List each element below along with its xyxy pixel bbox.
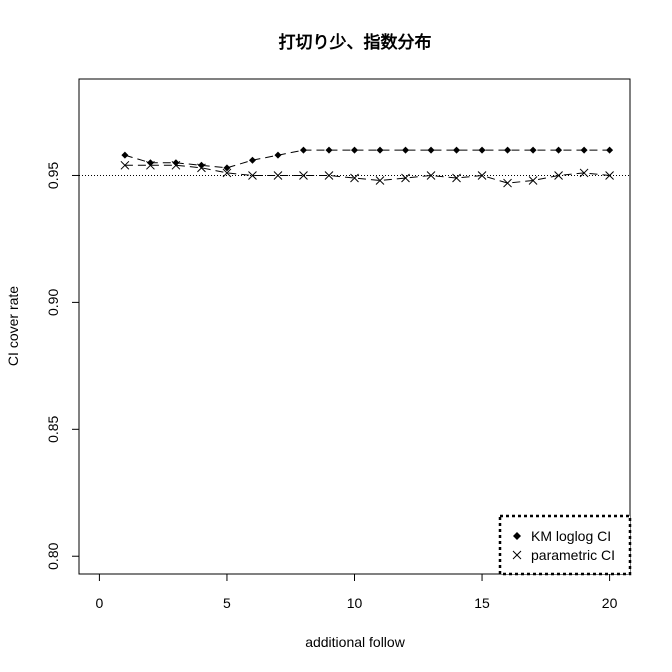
data-point-km-loglog-ci bbox=[274, 151, 282, 159]
data-point-km-loglog-ci bbox=[299, 146, 307, 154]
data-point-parametric-ci bbox=[171, 160, 181, 170]
legend-box bbox=[498, 514, 632, 576]
data-point-parametric-ci bbox=[401, 173, 410, 183]
legend-label-km-loglog: KM loglog CI bbox=[531, 528, 611, 544]
data-point-km-loglog-ci bbox=[427, 146, 435, 154]
chart-title: 打切り少、指数分布 bbox=[279, 32, 432, 53]
series-parametric-ci bbox=[120, 160, 614, 188]
y-tick-label: 0.95 bbox=[45, 162, 61, 189]
legend: KM loglog CI parametric CI bbox=[498, 514, 632, 576]
data-point-km-loglog-ci bbox=[248, 156, 256, 164]
data-point-km-loglog-ci bbox=[121, 151, 129, 159]
data-point-km-loglog-ci bbox=[555, 146, 563, 154]
data-point-parametric-ci bbox=[554, 171, 563, 180]
data-point-km-loglog-ci bbox=[376, 146, 384, 154]
data-point-km-loglog-ci bbox=[146, 159, 154, 167]
data-point-km-loglog-ci bbox=[453, 146, 461, 154]
data-point-parametric-ci bbox=[579, 168, 589, 178]
data-point-km-loglog-ci bbox=[504, 146, 512, 154]
legend-label-parametric: parametric CI bbox=[531, 547, 615, 563]
data-point-parametric-ci bbox=[273, 171, 283, 180]
series-line-parametric-ci bbox=[124, 164, 610, 184]
series-line-km-loglog-ci bbox=[124, 149, 610, 169]
data-point-parametric-ci bbox=[452, 173, 461, 183]
legend-marker-km-loglog bbox=[513, 532, 521, 540]
x-tick-label: 0 bbox=[96, 595, 104, 611]
data-point-km-loglog-ci bbox=[223, 164, 231, 172]
data-point-parametric-ci bbox=[426, 171, 436, 180]
x-tick-label: 5 bbox=[223, 595, 231, 611]
series-layer bbox=[120, 146, 614, 188]
legend-marker-parametric bbox=[512, 550, 522, 560]
x-tick-label: 20 bbox=[602, 595, 618, 611]
data-point-parametric-ci bbox=[146, 160, 155, 170]
x-axis: 0 5 10 15 20 bbox=[96, 573, 618, 611]
data-point-parametric-ci bbox=[503, 178, 512, 188]
data-point-parametric-ci bbox=[528, 176, 538, 185]
data-point-parametric-ci bbox=[248, 171, 257, 180]
data-point-parametric-ci bbox=[120, 160, 130, 170]
y-tick-label: 0.90 bbox=[45, 289, 61, 316]
y-tick-label: 0.80 bbox=[45, 542, 61, 569]
y-tick-label: 0.85 bbox=[45, 415, 61, 442]
data-point-parametric-ci bbox=[222, 168, 232, 178]
x-tick-label: 15 bbox=[474, 595, 490, 611]
data-point-parametric-ci bbox=[477, 171, 487, 180]
data-point-km-loglog-ci bbox=[402, 146, 410, 154]
data-point-parametric-ci bbox=[324, 171, 334, 180]
data-point-km-loglog-ci bbox=[529, 146, 537, 154]
data-point-km-loglog-ci bbox=[606, 146, 614, 154]
data-point-parametric-ci bbox=[605, 171, 614, 180]
y-axis: 0.80 0.85 0.90 0.95 bbox=[45, 162, 80, 570]
data-point-km-loglog-ci bbox=[325, 146, 333, 154]
data-point-km-loglog-ci bbox=[351, 146, 358, 154]
data-point-km-loglog-ci bbox=[478, 146, 486, 154]
data-point-parametric-ci bbox=[375, 176, 385, 185]
data-point-km-loglog-ci bbox=[197, 161, 205, 169]
x-axis-label: additional follow bbox=[305, 634, 406, 650]
data-point-parametric-ci bbox=[350, 173, 359, 183]
x-tick-label: 10 bbox=[347, 595, 363, 611]
data-point-km-loglog-ci bbox=[172, 159, 180, 167]
data-point-parametric-ci bbox=[299, 171, 308, 180]
data-point-parametric-ci bbox=[197, 163, 206, 173]
y-axis-label: CI cover rate bbox=[5, 286, 21, 366]
data-point-km-loglog-ci bbox=[580, 146, 588, 154]
series-km-loglog-ci bbox=[121, 146, 614, 172]
